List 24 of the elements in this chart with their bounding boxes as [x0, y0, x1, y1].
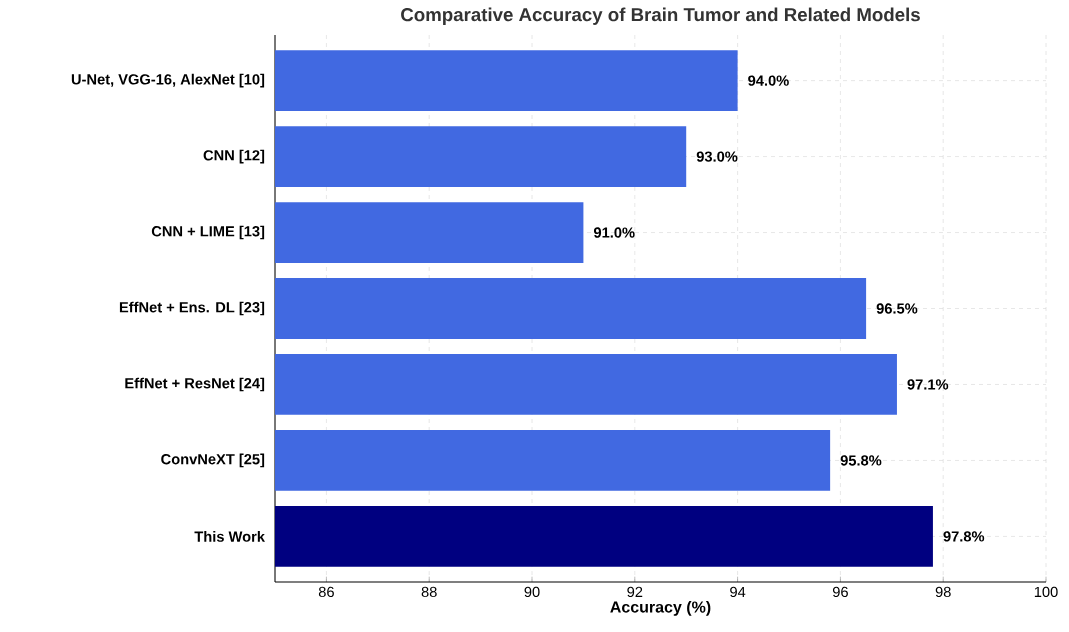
data-label: 91.0% [593, 227, 635, 238]
data-label: 94.0% [748, 75, 789, 86]
x-tick-label: 86 [318, 586, 334, 598]
x-tick-label: 92 [627, 586, 643, 598]
data-label: 95.8% [840, 455, 882, 466]
data-label: 97.8% [943, 531, 985, 542]
y-tick-label: This Work [194, 531, 265, 542]
y-tick-label: CNN + LIME [13] [151, 225, 265, 240]
chart-title: Comparative Accuracy of Brain Tumor and Related Models [401, 7, 920, 25]
data-label: 96.5% [876, 303, 918, 314]
y-tick-label: ConvNeXT [25] [161, 453, 265, 468]
x-tick-label: 98 [935, 586, 951, 598]
y-tick-label: EffNet + Ens. DL [23] [119, 301, 265, 316]
y-tick-label: EffNet + ResNet [24] [125, 377, 265, 392]
data-label: 93.0% [696, 151, 738, 162]
data-label: 97.1% [907, 379, 949, 390]
x-tick-label: 100 [1034, 586, 1058, 598]
x-tick-label: 90 [524, 586, 540, 598]
x-tick-label: 94 [730, 586, 746, 598]
x-tick-label: 96 [832, 586, 848, 598]
x-axis-title: Accuracy (%) [610, 600, 711, 616]
y-tick-label: U-Net, VGG-16, AlexNet [10] [71, 73, 265, 88]
y-tick-label: CNN [12] [203, 149, 265, 164]
x-tick-label: 88 [421, 586, 437, 598]
